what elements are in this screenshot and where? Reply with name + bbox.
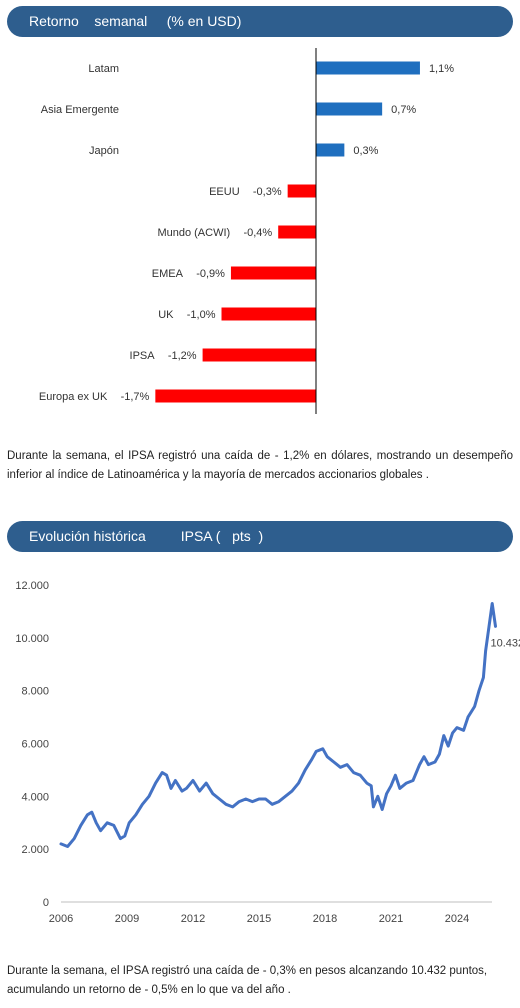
ipsa-series-line xyxy=(59,602,497,848)
y-tick-label: 6.000 xyxy=(21,739,49,751)
x-tick-label: 2006 xyxy=(49,913,73,925)
weekly-return-commentary: Durante la semana, el IPSA registró una … xyxy=(7,450,513,481)
bar-category-label: Japón xyxy=(89,145,119,157)
bar-5 xyxy=(230,266,316,280)
weekly-return-header: Retorno semanal (% en USD) xyxy=(7,6,513,37)
y-tick-label: 4.000 xyxy=(21,791,49,803)
bar-category-label: Latam xyxy=(88,63,119,75)
x-tick-label: 2021 xyxy=(379,913,403,925)
bar-8 xyxy=(155,389,316,403)
bar-3 xyxy=(287,184,316,198)
y-tick-label: 8.000 xyxy=(21,686,49,698)
bar-category-label: UK xyxy=(158,309,174,321)
bar-category-label: EEUU xyxy=(209,186,240,198)
x-tick-label: 2012 xyxy=(181,913,205,925)
y-tick-label: 12.000 xyxy=(15,580,49,592)
x-tick-label: 2015 xyxy=(247,913,271,925)
weekly-return-bar-chart: 1,1% Latam 0,7% Asia Emergente 0,3% Japón -0,3… xyxy=(39,48,454,414)
bar-1 xyxy=(316,102,383,116)
last-value-label: 10.432 xyxy=(491,637,520,649)
bar-category-label: IPSA xyxy=(130,350,156,362)
bar-6 xyxy=(221,307,316,321)
y-tick-label: 2.000 xyxy=(21,844,49,856)
bar-value-label: -0,3% xyxy=(253,186,282,198)
bar-value-label: -1,2% xyxy=(168,350,197,362)
bar-2 xyxy=(316,143,345,157)
bar-4 xyxy=(278,225,316,239)
bar-category-label: Asia Emergente xyxy=(41,104,119,116)
bar-0 xyxy=(316,61,420,75)
bar-value-label: -1,7% xyxy=(121,391,150,403)
bar-value-label: 1,1% xyxy=(429,63,454,75)
x-tick-label: 2018 xyxy=(313,913,337,925)
x-tick-label: 2009 xyxy=(115,913,139,925)
bar-category-label: EMEA xyxy=(152,268,184,280)
y-tick-label: 0 xyxy=(43,897,49,909)
bar-category-label: Europa ex UK xyxy=(39,391,108,403)
bar-value-label: 0,7% xyxy=(391,104,416,116)
x-tick-label: 2024 xyxy=(445,913,469,925)
ipsa-history-line-chart: 0 2.000 4.000 6.000 8.000 10.000 12.000 2006 200… xyxy=(15,580,520,925)
y-tick-label: 10.000 xyxy=(15,633,49,645)
bar-7 xyxy=(202,348,316,362)
bar-category-label: Mundo (ACWI) xyxy=(157,227,230,239)
bar-value-label: -0,4% xyxy=(243,227,272,239)
ipsa-history-commentary: Durante la semana, el IPSA registró una … xyxy=(7,965,488,996)
ipsa-history-header: Evolución histórica IPSA ( pts ) xyxy=(7,521,513,552)
bar-value-label: -0,9% xyxy=(196,268,225,280)
bar-value-label: -1,0% xyxy=(187,309,216,321)
bar-value-label: 0,3% xyxy=(353,145,378,157)
